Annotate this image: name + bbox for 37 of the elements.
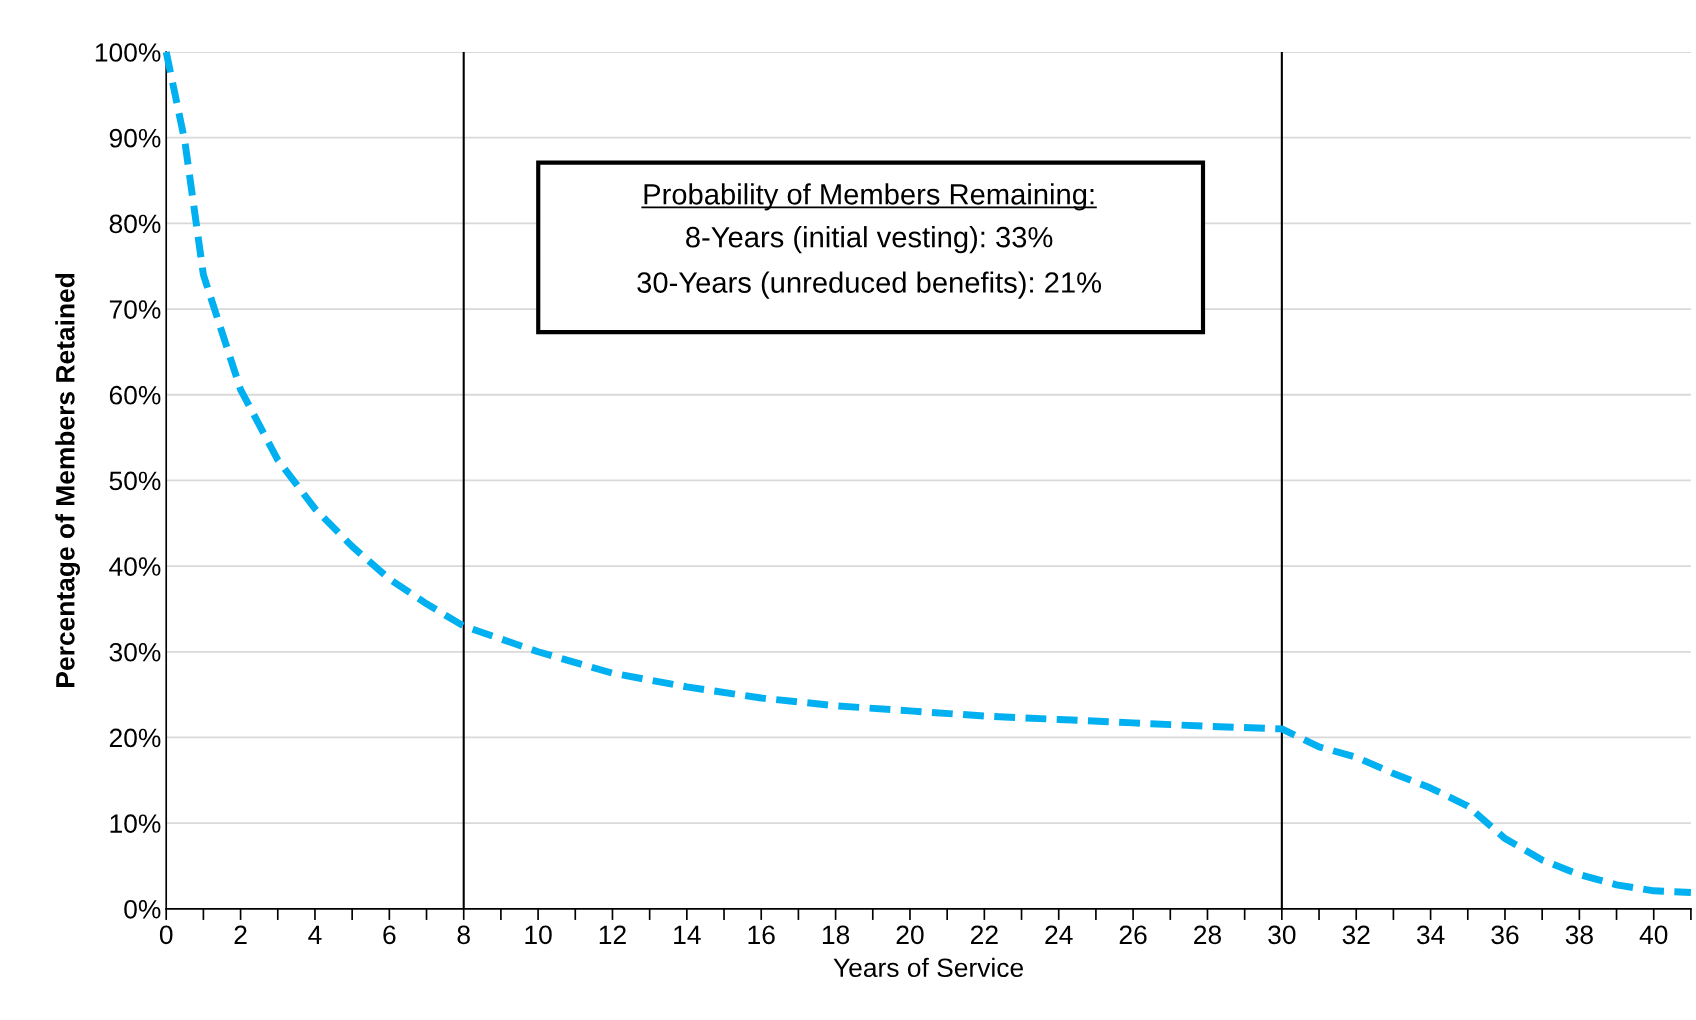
y-tick-label: 20% (109, 728, 161, 748)
x-tick-label: 40 (1639, 925, 1668, 945)
x-tick-label: 14 (674, 925, 701, 944)
x-tick-label: 34 (1416, 925, 1445, 945)
y-axis-title: Percentage of Members Retained (55, 273, 80, 687)
y-tick-label: 50% (109, 471, 161, 491)
x-tick-label: 36 (1491, 925, 1519, 945)
y-tick-label: 60% (109, 385, 161, 405)
annotation: Probability of Members Remaining: (644, 183, 1094, 211)
x-tick-label: 24 (1045, 925, 1073, 944)
y-tick-label: 80% (109, 214, 161, 234)
x-tick-label: 6 (383, 925, 396, 945)
x-tick-label: 38 (1565, 925, 1593, 945)
y-tick-label: 30% (109, 642, 161, 662)
x-tick-label: 10 (525, 925, 552, 945)
x-tick-label: 30 (1268, 925, 1296, 945)
x-tick-label: 32 (1342, 925, 1370, 945)
y-tick-label: 90% (109, 128, 161, 148)
x-tick-label: 0 (159, 925, 173, 945)
y-tick-label: 40% (109, 557, 161, 576)
y-tick-label: 100% (95, 43, 161, 62)
x-tick-label: 16 (748, 925, 775, 945)
x-axis-title: Years of Service (833, 957, 1023, 978)
annotation: 8-Years (initial vesting): 33% (686, 226, 1053, 254)
x-tick-label: 22 (970, 925, 998, 944)
x-tick-label: 18 (822, 925, 850, 945)
x-tick-label: 12 (599, 925, 626, 944)
annotation: 30-Years (unreduced benefits): 21% (637, 271, 1102, 299)
y-tick-label: 70% (109, 300, 161, 319)
x-tick-label: 2 (234, 925, 247, 944)
x-tick-label: 20 (896, 925, 924, 945)
x-tick-label: 8 (457, 925, 470, 945)
x-tick-label: 28 (1194, 925, 1221, 945)
y-tick-label: 0% (124, 899, 161, 919)
x-tick-label: 4 (308, 925, 322, 944)
y-tick-label: 10% (110, 814, 161, 833)
x-tick-label: 26 (1119, 925, 1147, 945)
